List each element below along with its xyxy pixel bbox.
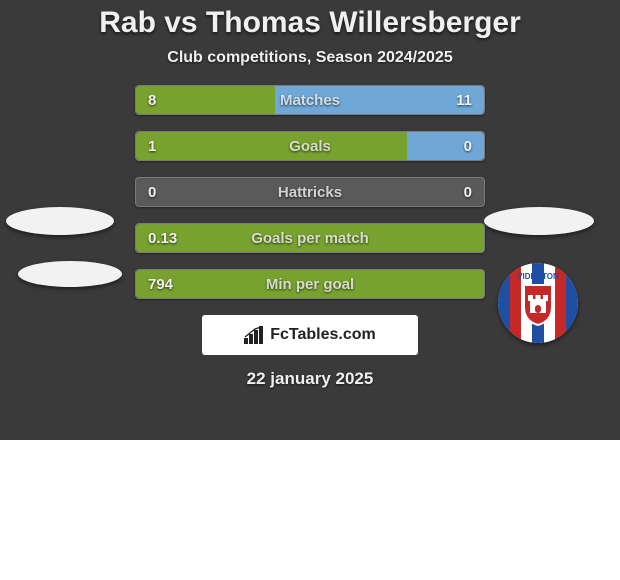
comparison-content: VIDEOTON 811Matches 10Goals 00Hattricks 0.1…	[0, 85, 620, 299]
videoton-badge-icon: VIDEOTON	[498, 263, 578, 343]
stat-row: 811Matches	[135, 85, 485, 115]
stat-label: Matches	[136, 86, 484, 114]
bar-chart-icon	[244, 326, 266, 344]
brand-badge: FcTables.com	[202, 315, 418, 355]
player-left-avatar-placeholder	[6, 207, 114, 235]
brand-text: FcTables.com	[270, 326, 376, 344]
stat-label: Goals	[136, 132, 484, 160]
stat-rows: 811Matches 10Goals 00Hattricks 0.13Goals pe…	[135, 85, 485, 299]
stat-label: Goals per match	[136, 224, 484, 252]
stat-row: 0.13Goals per match	[135, 223, 485, 253]
player-left-club-placeholder	[18, 261, 122, 287]
player-right-avatar-placeholder	[484, 207, 594, 235]
stat-label: Min per goal	[136, 270, 484, 298]
svg-text:VIDEOTON: VIDEOTON	[517, 272, 559, 281]
stat-row: 794Min per goal	[135, 269, 485, 299]
subtitle: Club competitions, Season 2024/2025	[0, 49, 620, 67]
snapshot-date: 22 january 2025	[0, 369, 620, 389]
stat-label: Hattricks	[136, 178, 484, 206]
stat-row: 10Goals	[135, 131, 485, 161]
player-right-club-badge: VIDEOTON	[498, 263, 578, 343]
comparison-card: Rab vs Thomas Willersberger Club competi…	[0, 0, 620, 440]
stat-row: 00Hattricks	[135, 177, 485, 207]
page-title: Rab vs Thomas Willersberger	[0, 6, 620, 39]
